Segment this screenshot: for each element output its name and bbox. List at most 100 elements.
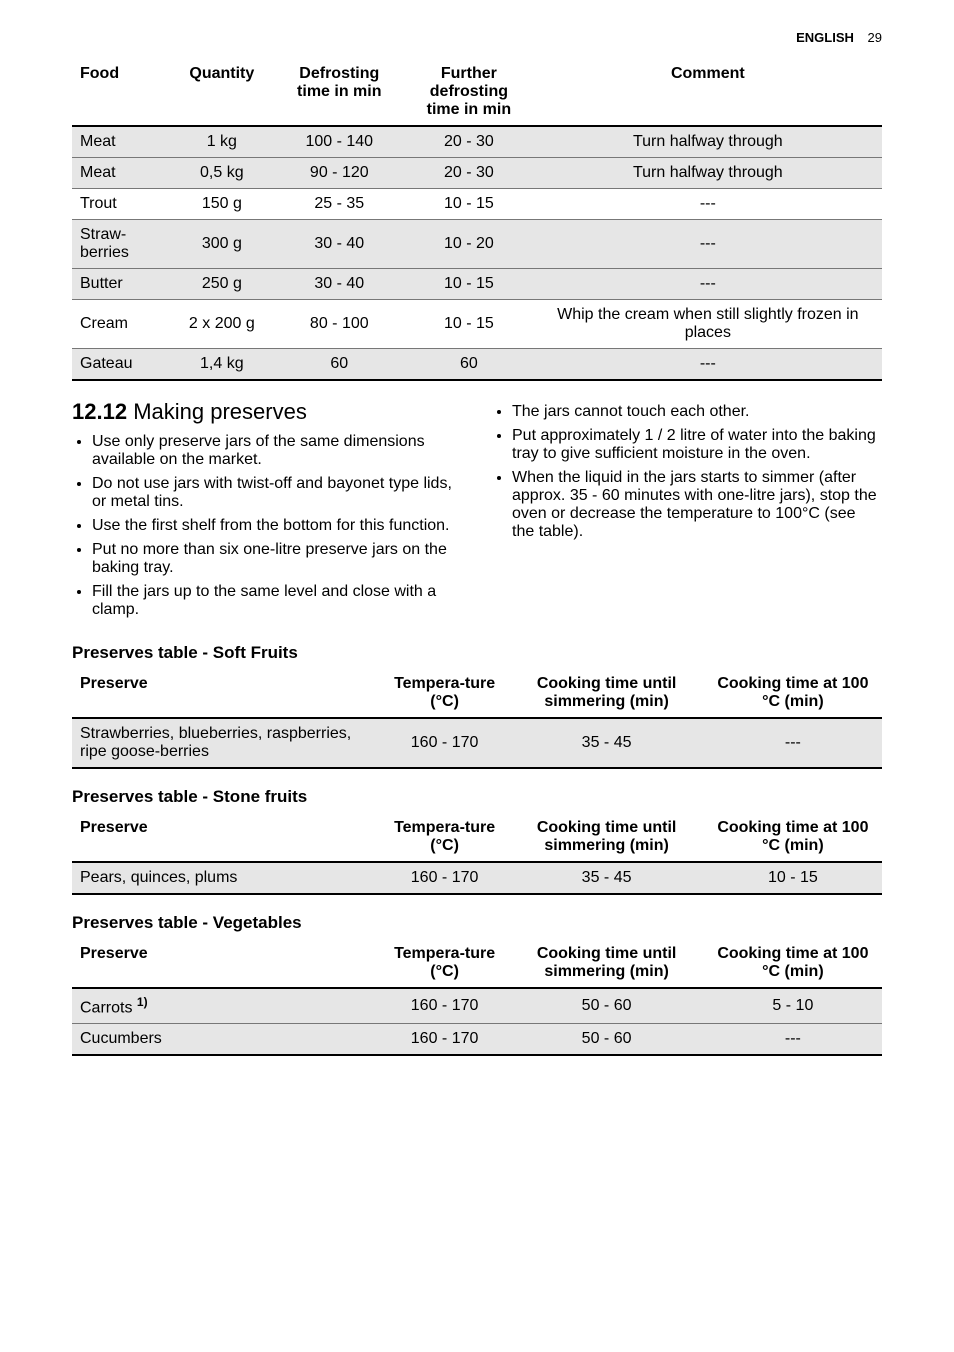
section-text: Making preserves (133, 399, 307, 424)
cell-further: 60 (404, 349, 534, 381)
cell-qty: 150 g (169, 189, 274, 220)
cell-food: Straw-berries (72, 220, 169, 269)
cell-simmer: 35 - 45 (509, 718, 703, 768)
table-row: Trout150 g25 - 3510 - 15--- (72, 189, 882, 220)
list-item: Use the first shelf from the bottom for … (92, 517, 462, 535)
col-header: Preserve (72, 939, 380, 988)
cell-qty: 1 kg (169, 126, 274, 158)
cell-food: Cream (72, 300, 169, 349)
cell-further: 10 - 15 (404, 300, 534, 349)
cell-comment: --- (534, 269, 882, 300)
list-item: Put no more than six one-litre preserve … (92, 541, 462, 577)
cell-defrost: 100 - 140 (274, 126, 404, 158)
cell-comment: --- (534, 189, 882, 220)
cell-qty: 250 g (169, 269, 274, 300)
cell-qty: 300 g (169, 220, 274, 269)
cell-preserve: Pears, quinces, plums (72, 862, 380, 894)
cell-food: Meat (72, 158, 169, 189)
col-food: Food (72, 59, 169, 126)
soft-fruits-heading: Preserves table - Soft Fruits (72, 643, 882, 663)
cell-comment: --- (534, 220, 882, 269)
col-header: Cooking time until simmering (min) (509, 813, 703, 862)
defrost-table: Food Quantity Defrosting time in min Fur… (72, 59, 882, 381)
cell-defrost: 90 - 120 (274, 158, 404, 189)
page-header: ENGLISH 29 (72, 30, 882, 45)
vegetables-heading: Preserves table - Vegetables (72, 913, 882, 933)
list-item: Use only preserve jars of the same dimen… (92, 433, 462, 469)
stone-fruits-heading: Preserves table - Stone fruits (72, 787, 882, 807)
stone-fruits-table: PreserveTempera-ture (°C)Cooking time un… (72, 813, 882, 895)
col-further: Further defrosting time in min (404, 59, 534, 126)
cell-comment: Turn halfway through (534, 126, 882, 158)
table-row: Carrots 1)160 - 17050 - 605 - 10 (72, 988, 882, 1024)
cell-temp: 160 - 170 (380, 1024, 510, 1056)
cell-further: 10 - 20 (404, 220, 534, 269)
cell-at100: 10 - 15 (704, 862, 882, 894)
cell-further: 10 - 15 (404, 189, 534, 220)
cell-defrost: 30 - 40 (274, 269, 404, 300)
cell-comment: Turn halfway through (534, 158, 882, 189)
list-item: Do not use jars with twist-off and bayon… (92, 475, 462, 511)
cell-temp: 160 - 170 (380, 718, 510, 768)
list-item: Fill the jars up to the same level and c… (92, 583, 462, 619)
cell-defrost: 60 (274, 349, 404, 381)
list-item: The jars cannot touch each other. (512, 403, 882, 421)
cell-simmer: 50 - 60 (509, 1024, 703, 1056)
col-header: Cooking time until simmering (min) (509, 669, 703, 718)
table-row: Meat1 kg100 - 14020 - 30Turn halfway thr… (72, 126, 882, 158)
cell-preserve: Carrots 1) (72, 988, 380, 1024)
cell-comment: Whip the cream when still slightly froze… (534, 300, 882, 349)
cell-food: Meat (72, 126, 169, 158)
table-row: Pears, quinces, plums160 - 17035 - 4510 … (72, 862, 882, 894)
header-label: ENGLISH (796, 30, 854, 45)
page-number: 29 (868, 30, 882, 45)
cell-defrost: 25 - 35 (274, 189, 404, 220)
cell-further: 20 - 30 (404, 158, 534, 189)
bullets-left: Use only preserve jars of the same dimen… (72, 433, 462, 619)
col-header: Preserve (72, 669, 380, 718)
table-row: Butter250 g30 - 4010 - 15--- (72, 269, 882, 300)
table-row: Cucumbers160 - 17050 - 60--- (72, 1024, 882, 1056)
cell-at100: --- (704, 718, 882, 768)
table-row: Meat0,5 kg90 - 12020 - 30Turn halfway th… (72, 158, 882, 189)
cell-simmer: 50 - 60 (509, 988, 703, 1024)
col-header: Cooking time at 100 °C (min) (704, 813, 882, 862)
cell-qty: 1,4 kg (169, 349, 274, 381)
list-item: When the liquid in the jars starts to si… (512, 469, 882, 541)
cell-further: 10 - 15 (404, 269, 534, 300)
cell-comment: --- (534, 349, 882, 381)
cell-temp: 160 - 170 (380, 988, 510, 1024)
bullets-right: The jars cannot touch each other. Put app… (492, 403, 882, 541)
section-title: 12.12 Making preserves (72, 399, 462, 425)
list-item: Put approximately 1 / 2 litre of water i… (512, 427, 882, 463)
cell-food: Butter (72, 269, 169, 300)
cell-temp: 160 - 170 (380, 862, 510, 894)
col-header: Preserve (72, 813, 380, 862)
cell-qty: 0,5 kg (169, 158, 274, 189)
cell-at100: 5 - 10 (704, 988, 882, 1024)
table-row: Gateau1,4 kg6060--- (72, 349, 882, 381)
col-header: Cooking time at 100 °C (min) (704, 939, 882, 988)
table-row: Straw-berries300 g30 - 4010 - 20--- (72, 220, 882, 269)
col-header: Tempera-ture (°C) (380, 813, 510, 862)
cell-food: Gateau (72, 349, 169, 381)
col-header: Tempera-ture (°C) (380, 669, 510, 718)
cell-defrost: 30 - 40 (274, 220, 404, 269)
cell-simmer: 35 - 45 (509, 862, 703, 894)
col-header: Cooking time until simmering (min) (509, 939, 703, 988)
cell-at100: --- (704, 1024, 882, 1056)
col-header: Cooking time at 100 °C (min) (704, 669, 882, 718)
col-comment: Comment (534, 59, 882, 126)
cell-food: Trout (72, 189, 169, 220)
col-header: Tempera-ture (°C) (380, 939, 510, 988)
table-row: Strawberries, blueberries, raspberries, … (72, 718, 882, 768)
cell-defrost: 80 - 100 (274, 300, 404, 349)
cell-preserve: Cucumbers (72, 1024, 380, 1056)
vegetables-table: PreserveTempera-ture (°C)Cooking time un… (72, 939, 882, 1056)
cell-further: 20 - 30 (404, 126, 534, 158)
soft-fruits-table: PreserveTempera-ture (°C)Cooking time un… (72, 669, 882, 769)
table-row: Cream2 x 200 g80 - 10010 - 15Whip the cr… (72, 300, 882, 349)
cell-qty: 2 x 200 g (169, 300, 274, 349)
col-defrost: Defrosting time in min (274, 59, 404, 126)
cell-preserve: Strawberries, blueberries, raspberries, … (72, 718, 380, 768)
